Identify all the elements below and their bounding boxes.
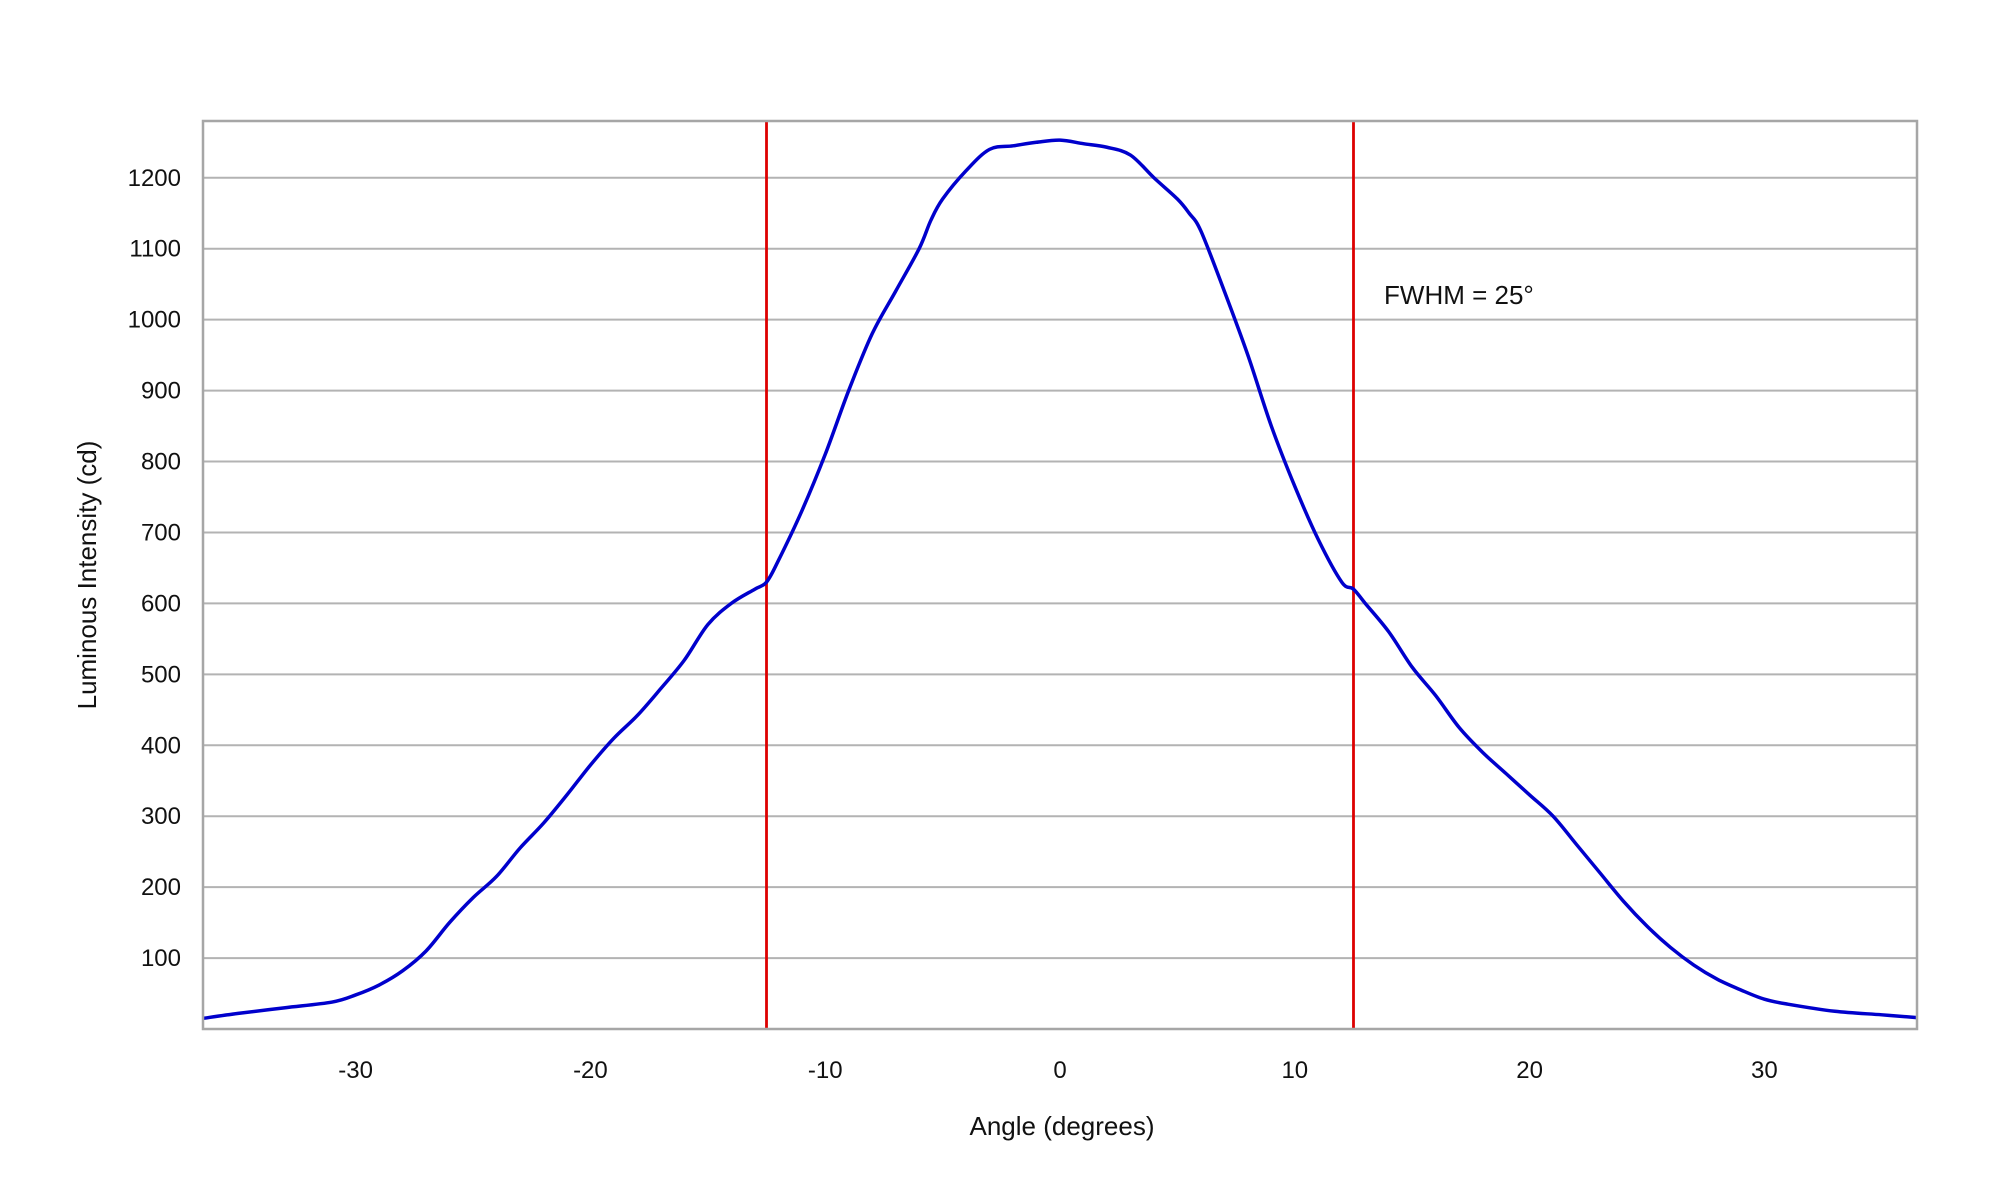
y-axis-title: Luminous Intensity (cd) (72, 441, 102, 710)
y-tick-label: 600 (141, 590, 181, 617)
intensity-curve (202, 138, 1918, 1021)
x-tick-label: -10 (808, 1057, 843, 1084)
chart-annotations: FWHM = 25° (1384, 280, 1534, 310)
y-tick-label: 900 (141, 378, 181, 405)
x-tick-label: -20 (573, 1057, 608, 1084)
x-tick-label: -30 (338, 1057, 373, 1084)
x-tick-label: 20 (1516, 1057, 1543, 1084)
y-tick-label: 500 (141, 661, 181, 688)
y-tick-label: 700 (141, 519, 181, 546)
y-tick-label: 1200 (128, 165, 181, 192)
y-tick-label: 300 (141, 803, 181, 830)
x-axis-ticks: -30 -20 -10 0 10 20 30 (338, 1057, 1777, 1084)
y-tick-label: 800 (141, 449, 181, 476)
y-tick-label: 100 (141, 945, 181, 972)
y-tick-label: 200 (141, 874, 181, 901)
horizontal-gridlines (203, 176, 1917, 960)
x-tick-label: 10 (1281, 1057, 1308, 1084)
fwhm-reference-lines (765, 121, 1355, 1029)
x-tick-label: 0 (1053, 1057, 1066, 1084)
plot-frame (201, 119, 1919, 1031)
y-tick-label: 400 (141, 732, 181, 759)
x-tick-label: 30 (1751, 1057, 1778, 1084)
y-axis-ticks: 100 200 300 400 500 600 700 800 900 1000 1100 1200 (128, 165, 181, 972)
y-tick-label: 1000 (128, 307, 181, 334)
x-axis-title: Angle (degrees) (970, 1111, 1155, 1141)
data-series (202, 138, 1918, 1021)
y-tick-label: 1100 (129, 236, 181, 263)
fwhm-annotation: FWHM = 25° (1384, 280, 1534, 310)
